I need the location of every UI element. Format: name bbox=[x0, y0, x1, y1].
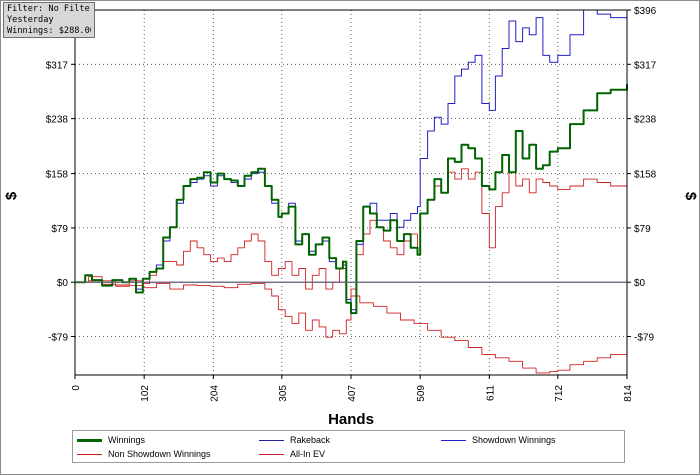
legend-item-showdown: Showdown Winnings bbox=[441, 433, 556, 447]
legend-item-rakeback: Rakeback bbox=[259, 433, 330, 447]
x-tick-label: 712 bbox=[554, 385, 565, 402]
x-tick-label: 204 bbox=[209, 385, 220, 402]
x-tick-label: 814 bbox=[623, 385, 634, 402]
filter-label: Filter: No Filter bbox=[7, 4, 91, 14]
legend-swatch-non-showdown bbox=[77, 454, 102, 456]
y-tick-label-left: $0 bbox=[57, 278, 69, 289]
legend-swatch-winnings bbox=[77, 439, 102, 443]
legend-swatch-showdown bbox=[441, 440, 466, 442]
x-tick-label: 407 bbox=[347, 385, 358, 402]
legend-label-allin-ev: All-In EV bbox=[290, 449, 326, 459]
legend-label-non-showdown: Non Showdown Winnings bbox=[108, 449, 211, 459]
x-tick-label: 305 bbox=[278, 385, 289, 402]
y-tick-label-left: $317 bbox=[46, 60, 69, 71]
y-tick-label-left: $158 bbox=[46, 170, 69, 181]
y-tick-label-left: $238 bbox=[46, 115, 69, 126]
x-axis-labels: 0 102 204 305 407 509 611 712 814 bbox=[71, 385, 634, 402]
legend-item-allin-ev: All-In EV bbox=[259, 447, 325, 461]
legend-swatch-rakeback bbox=[259, 440, 284, 442]
winnings-total-label: Winnings: $288.00 bbox=[7, 26, 91, 36]
y-tick-label-right: $396 bbox=[634, 6, 657, 17]
y-tick-label-right: $0 bbox=[634, 278, 646, 289]
y-tick-label-right: $79 bbox=[634, 224, 651, 235]
legend-swatch-allin-ev bbox=[259, 454, 284, 456]
date-range-label: Yesterday bbox=[7, 15, 54, 25]
y-axis-title-right: $ bbox=[682, 192, 699, 201]
legend-label-rakeback: Rakeback bbox=[290, 435, 331, 445]
y-tick-label-right: $317 bbox=[634, 60, 657, 71]
filter-info-box: Filter: No Filter Yesterday Winnings: $2… bbox=[3, 2, 95, 38]
chart-legend: Winnings Rakeback Showdown Winnings Non … bbox=[72, 430, 625, 463]
y-axis-right-labels: -$79 $0 $79 $158 $238 $317 $396 bbox=[634, 6, 657, 344]
x-tick-label: 611 bbox=[485, 385, 496, 401]
y-axis-left-labels: -$79$0$79$158$238$317$396 bbox=[46, 6, 69, 344]
axes bbox=[71, 9, 631, 379]
legend-label-showdown: Showdown Winnings bbox=[472, 435, 556, 445]
legend-label-winnings: Winnings bbox=[108, 435, 146, 445]
x-axis-title: Hands bbox=[328, 411, 374, 428]
y-tick-label-left: $79 bbox=[51, 224, 68, 235]
y-tick-label-right: $238 bbox=[634, 115, 657, 126]
y-tick-label-right: $158 bbox=[634, 170, 657, 181]
legend-item-winnings: Winnings bbox=[77, 433, 145, 447]
y-tick-label-left: -$79 bbox=[48, 333, 68, 344]
legend-item-non-showdown: Non Showdown Winnings bbox=[77, 447, 211, 461]
y-tick-label-right: -$79 bbox=[634, 333, 654, 344]
series-line-winnings bbox=[75, 84, 628, 315]
y-axis-title-left: $ bbox=[3, 191, 20, 200]
grid-lines bbox=[75, 10, 627, 375]
x-tick-label: 0 bbox=[71, 385, 82, 391]
series-line-non-showdown-winnings bbox=[75, 280, 628, 374]
x-tick-label: 102 bbox=[140, 385, 151, 402]
x-tick-label: 509 bbox=[416, 385, 427, 402]
